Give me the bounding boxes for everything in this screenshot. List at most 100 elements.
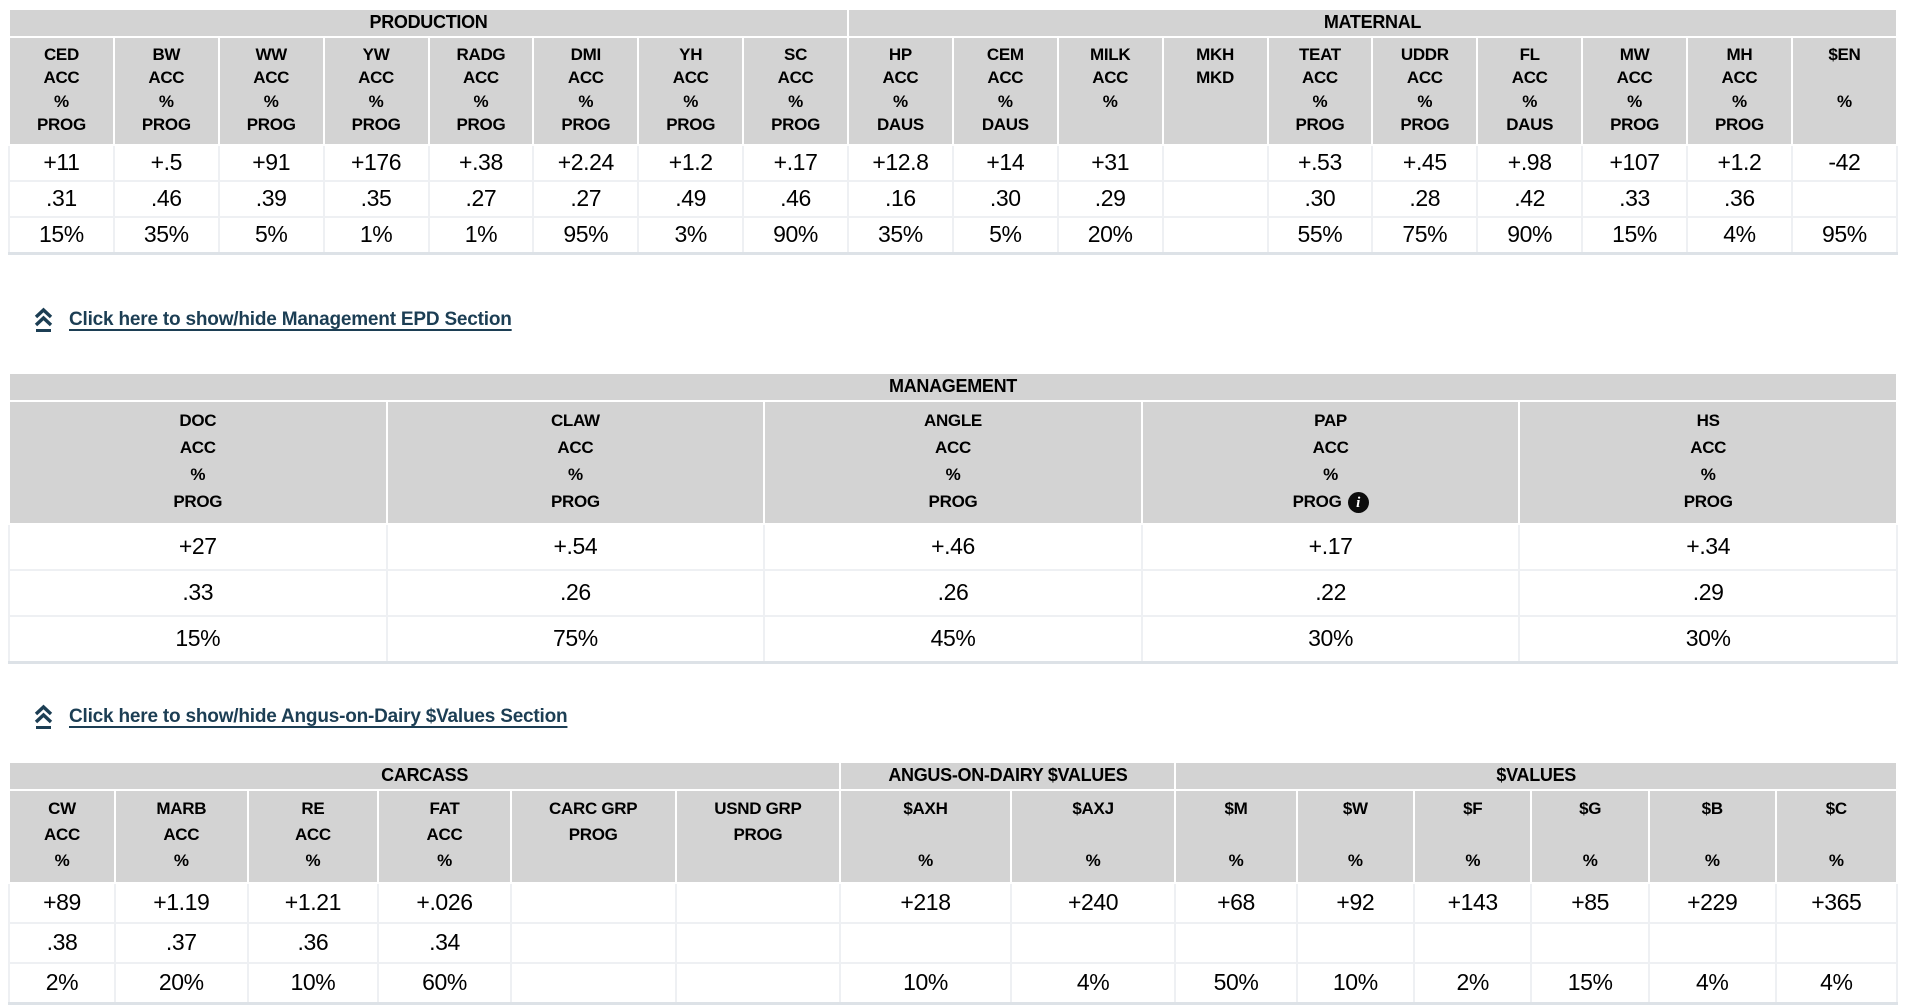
epd-hp-pct-cell: 35% (847, 215, 954, 255)
epd-milk-acc-cell: .29 (1056, 179, 1164, 218)
epd-uddr-acc-cell: .28 (1371, 179, 1479, 218)
angus-on-dairy-toggle-row: Click here to show/hide Angus-on-Dairy $… (8, 704, 1898, 735)
epd-dmi-acc-cell: .27 (532, 179, 640, 218)
epd-mkh-mkd-acc-cell (1161, 179, 1269, 218)
carc-fat-pct-cell: 60% (377, 961, 512, 1005)
carc-pct-row: 2% 20% 10% 60% 10% 4% 50% 10% 2% 15% 4% 4% (7, 961, 1899, 1005)
mgmt-pap-value-cell: +.17 (1140, 522, 1521, 571)
carc-g-value-cell: +85 (1530, 881, 1650, 924)
epd-yw-pct-cell: 1% (322, 215, 430, 255)
column-header-angle: ANGLE ACC% PROG (763, 399, 1143, 525)
epd-milk-pct-cell: 20% (1056, 215, 1164, 255)
pap-info-icon[interactable]: i (1347, 492, 1369, 514)
carc-axh-pct-cell: 10% (839, 961, 1012, 1005)
carc-carc-grp-pct-cell (509, 961, 677, 1005)
carc-usnd-grp-value-cell (674, 881, 842, 924)
carc-m-pct-cell: 50% (1174, 961, 1298, 1005)
mgmt-claw-value-cell: +.54 (385, 522, 766, 571)
carcass-dollar-values-table: CARCASS ANGUS-ON-DAIRY $VALUES $VALUES CW AC… (7, 760, 1899, 1005)
epd-fl-acc-cell: .42 (1476, 179, 1584, 218)
epd-yh-pct-cell: 3% (637, 215, 745, 255)
toggle-angus-on-dairy-values-link[interactable]: Click here to show/hide Angus-on-Dairy $… (32, 704, 568, 730)
carc-cw-value-cell: +89 (7, 881, 117, 924)
carc-re-pct-cell: 10% (246, 961, 380, 1005)
column-header-milk: MILK ACC% (1056, 36, 1164, 146)
carc-c-acc-cell (1774, 921, 1899, 964)
epd-mw-value-cell: +107 (1581, 143, 1688, 182)
column-header-claw: CLAW ACC% PROG (385, 399, 766, 525)
column-header-yh: YH ACC% PROG (637, 36, 745, 146)
carc-carc-grp-value-cell (509, 881, 677, 924)
epd-cem-acc-cell: .30 (951, 179, 1059, 218)
column-header-radg: RADG ACC% PROG (427, 36, 535, 146)
column-header-hs: HS ACC% PROG (1518, 399, 1898, 525)
column-header-cem: CEM ACC% DAUS (951, 36, 1059, 146)
column-header-fat: FAT ACC% (377, 788, 512, 884)
column-header-carc-grp: CARC GRP PROG (509, 788, 677, 884)
column-header-w: $W% (1295, 788, 1416, 884)
epd-en-value-cell: -42 (1790, 143, 1899, 182)
mgmt-value-row: +27 +.54 +.46 +.17 +.34 (8, 522, 1898, 571)
section-header-production: PRODUCTION (8, 8, 849, 38)
carc-m-acc-cell (1174, 921, 1298, 964)
epd-radg-pct-cell: 1% (427, 215, 535, 255)
epd-mh-value-cell: +1.2 (1686, 143, 1793, 182)
column-header-yw: YW ACC% PROG (322, 36, 430, 146)
epd-ced-pct-cell: 15% (8, 215, 115, 255)
carc-cw-pct-cell: 2% (7, 961, 117, 1005)
epd-ced-value-cell: +11 (8, 143, 115, 182)
carc-w-value-cell: +92 (1295, 881, 1416, 924)
epd-sc-value-cell: +.17 (742, 143, 849, 182)
management-toggle-row: Click here to show/hide Management EPD S… (8, 307, 1898, 338)
mgmt-claw-acc-cell: .26 (385, 568, 766, 617)
epd-sc-acc-cell: .46 (742, 179, 849, 218)
column-header-en: $EN% (1790, 36, 1899, 146)
carc-acc-row: .38.37.36.34 (7, 921, 1899, 964)
section-header-angus-on-dairy-$values: ANGUS-ON-DAIRY $VALUES (839, 760, 1177, 791)
carc-w-acc-cell (1295, 921, 1416, 964)
carc-re-value-cell: +1.21 (246, 881, 380, 924)
column-header-pap: PAP ACC% PROG i (1140, 399, 1521, 525)
production-maternal-epd-table: PRODUCTION MATERNAL CED ACC% PROG BW ACC% PROG W… (8, 8, 1899, 255)
epd-en-acc-cell (1790, 179, 1899, 218)
management-epd-table: MANAGEMENT DOC ACC% PROG CLAW ACC% PROG ANGLE AC… (8, 371, 1898, 664)
toggle-management-epd-link[interactable]: Click here to show/hide Management EPD S… (32, 307, 512, 333)
epd-ww-acc-cell: .39 (217, 179, 325, 218)
epd-ww-value-cell: +91 (217, 143, 325, 182)
column-header-bw: BW ACC% PROG (112, 36, 220, 146)
epd-bw-pct-cell: 35% (112, 215, 220, 255)
epd-fl-value-cell: +.98 (1476, 143, 1584, 182)
column-header-marb: MARB ACC% (114, 788, 249, 884)
column-header-dmi: DMI ACC% PROG (532, 36, 640, 146)
section-header-maternal: MATERNAL (847, 8, 1898, 38)
column-header-ced: CED ACC% PROG (8, 36, 115, 146)
epd-pct-row: 15% 35% 5% 1% 1% 95% 3% 90% 35% 5% 20% 55% 75% 90% 15%… (8, 215, 1899, 255)
carc-fat-value-cell: +.026 (377, 881, 512, 924)
epd-milk-value-cell: +31 (1056, 143, 1164, 182)
carc-c-pct-cell: 4% (1774, 961, 1899, 1005)
epd-ced-acc-cell: .31 (8, 179, 115, 218)
carc-fat-acc-cell: .34 (377, 921, 512, 964)
epd-mkh-mkd-value-cell (1161, 143, 1269, 182)
mgmt-angle-acc-cell: .26 (763, 568, 1143, 617)
carc-g-acc-cell (1530, 921, 1650, 964)
collapse-chevrons-icon (32, 307, 55, 333)
mgmt-hs-pct-cell: 30% (1518, 614, 1898, 664)
column-header-teat: TEAT ACC% PROG (1266, 36, 1374, 146)
epd-en-pct-cell: 95% (1790, 215, 1899, 255)
column-header-axj: $AXJ% (1009, 788, 1177, 884)
epd-bw-acc-cell: .46 (112, 179, 220, 218)
carc-f-acc-cell (1413, 921, 1533, 964)
carc-b-acc-cell (1647, 921, 1777, 964)
epd-mw-acc-cell: .33 (1581, 179, 1688, 218)
epd-ww-pct-cell: 5% (217, 215, 325, 255)
epd-cem-value-cell: +14 (951, 143, 1059, 182)
mgmt-angle-pct-cell: 45% (763, 614, 1143, 664)
column-header-doc: DOC ACC% PROG (8, 399, 388, 525)
epd-yh-value-cell: +1.2 (637, 143, 745, 182)
carc-cw-acc-cell: .38 (7, 921, 117, 964)
epd-yw-value-cell: +176 (322, 143, 430, 182)
column-header-re: RE ACC% (246, 788, 380, 884)
carc-axj-pct-cell: 4% (1009, 961, 1177, 1005)
epd-hp-value-cell: +12.8 (847, 143, 954, 182)
